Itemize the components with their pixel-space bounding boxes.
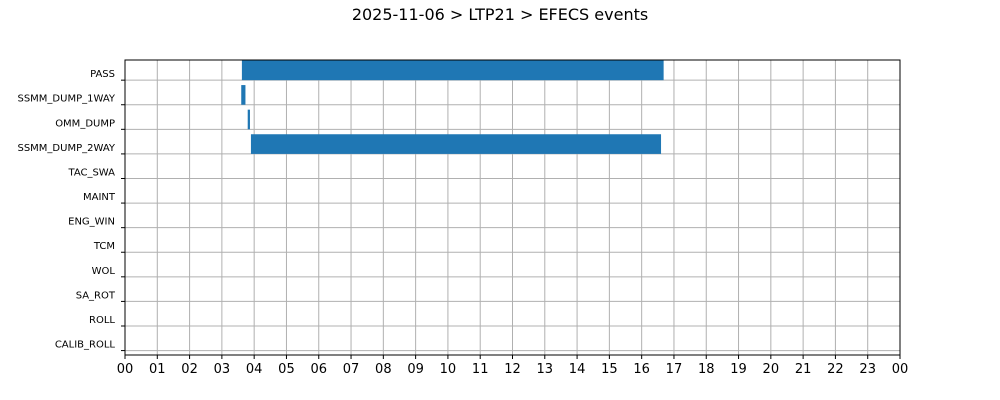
bar-ssmm_dump_2way — [250, 134, 662, 154]
x-tick-label: 17 — [666, 362, 683, 377]
y-tick-label: SA_ROT — [76, 290, 116, 301]
x-tick-label: 13 — [537, 362, 554, 377]
x-tick-label: 00 — [117, 362, 134, 377]
y-tick-label: MAINT — [83, 192, 116, 203]
x-tick-label: 21 — [795, 362, 812, 377]
y-tick-label: WOL — [92, 266, 116, 277]
y-tick-label: SSMM_DUMP_2WAY — [17, 143, 115, 154]
x-tick-label: 14 — [569, 362, 586, 377]
x-tick-label: 23 — [859, 362, 876, 377]
y-tick-label: CALIB_ROLL — [55, 340, 116, 351]
x-tick-label: 07 — [343, 362, 360, 377]
bar-pass — [241, 60, 664, 81]
x-tick-label: 00 — [892, 362, 909, 377]
x-tick-label: 02 — [181, 362, 198, 377]
x-tick-label: 18 — [698, 362, 715, 377]
chart-title: 2025-11-06 > LTP21 > EFECS events — [351, 5, 649, 24]
x-tick-label: 04 — [246, 362, 263, 377]
y-tick-label: ROLL — [89, 315, 115, 326]
x-tick-label: 09 — [407, 362, 424, 377]
y-tick-label: TAC_SWA — [67, 167, 115, 178]
y-tick-label: PASS — [90, 69, 115, 80]
x-tick-label: 16 — [633, 362, 650, 377]
x-tick-label: 20 — [763, 362, 780, 377]
x-tick-label: 12 — [504, 362, 521, 377]
y-tick-label: SSMM_DUMP_1WAY — [17, 94, 115, 105]
x-tick-label: 03 — [214, 362, 231, 377]
x-tick-label: 10 — [440, 362, 457, 377]
y-tick-label: TCM — [93, 241, 115, 252]
x-tick-label: 05 — [278, 362, 295, 377]
y-tick-label: ENG_WIN — [68, 217, 115, 228]
x-tick-label: 08 — [375, 362, 392, 377]
x-tick-label: 06 — [310, 362, 327, 377]
x-tick-label: 01 — [149, 362, 166, 377]
y-tick-label: OMM_DUMP — [55, 118, 115, 129]
bar-omm_dump — [247, 109, 250, 130]
x-tick-label: 11 — [472, 362, 489, 377]
x-tick-label: 19 — [730, 362, 747, 377]
x-tick-label: 15 — [601, 362, 618, 377]
x-tick-label: 22 — [827, 362, 844, 377]
bar-ssmm_dump_1way — [241, 85, 246, 105]
